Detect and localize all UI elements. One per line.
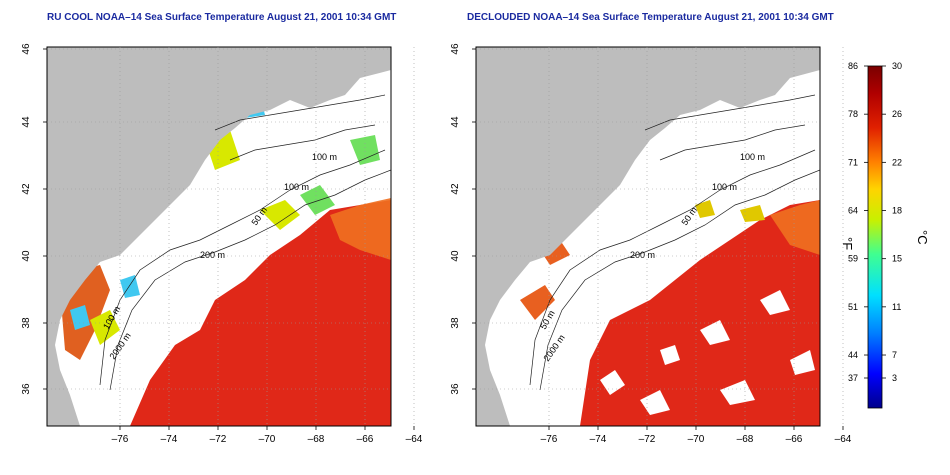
fahrenheit-tick-label: 37 [848, 373, 858, 383]
fahrenheit-tick-label: 86 [848, 61, 858, 71]
celsius-tick-label: 26 [892, 109, 902, 119]
contour-label: 100 m [740, 152, 765, 162]
x-tick-label: –76 [541, 434, 558, 445]
fahrenheit-tick-label: 59 [848, 254, 858, 264]
x-tick-label: –66 [786, 434, 803, 445]
y-tick-label: 42 [21, 183, 32, 195]
y-tick-label: 38 [21, 317, 32, 329]
x-tick-label: –74 [590, 434, 607, 445]
contour-label: 100 m [284, 182, 309, 192]
fahrenheit-tick-label: 64 [848, 206, 858, 216]
right-sst-map [476, 47, 820, 426]
warm-sst-region [580, 200, 820, 426]
warm-sst-region-orange [770, 200, 820, 255]
bathymetry-contours [529, 94, 820, 391]
fahrenheit-tick-label: 44 [848, 350, 858, 360]
x-tick-label: –68 [737, 434, 754, 445]
x-tick-label: –70 [688, 434, 705, 445]
x-tick-label: –72 [210, 434, 227, 445]
x-tick-label: –72 [639, 434, 656, 445]
x-tick-label: –76 [112, 434, 129, 445]
left-panel-title: RU COOL NOAA–14 Sea Surface Temperature … [47, 12, 397, 23]
right-panel-title: DECLOUDED NOAA–14 Sea Surface Temperatur… [467, 12, 834, 23]
x-tick-label: –64 [406, 434, 423, 445]
contour-label: 100 m [312, 152, 337, 162]
celsius-tick-label: 22 [892, 157, 902, 167]
left-sst-map [47, 47, 391, 426]
contour-label: 100 m [712, 182, 737, 192]
y-tick-label: 46 [21, 43, 32, 55]
bathymetry-contours [99, 94, 391, 391]
y-tick-label: 36 [21, 383, 32, 395]
x-tick-label: –74 [161, 434, 178, 445]
celsius-axis-label: °C [915, 230, 930, 245]
coastal-sst-yellow [695, 200, 765, 222]
y-tick-label: 46 [450, 43, 461, 55]
y-tick-label: 40 [450, 250, 461, 262]
land-mass [47, 47, 391, 426]
contour-label: 200 m [200, 250, 225, 260]
y-tick-label: 44 [21, 116, 32, 128]
celsius-tick-label: 7 [892, 350, 897, 360]
celsius-tick-label: 3 [892, 373, 897, 383]
fahrenheit-tick-label: 51 [848, 302, 858, 312]
y-tick-label: 42 [450, 183, 461, 195]
x-tick-label: –66 [357, 434, 374, 445]
contour-label: 200 m [630, 250, 655, 260]
x-tick-label: –64 [835, 434, 852, 445]
colorbar-ticks: 86 30 78 26 71 22 64 18 59 15 51 11 44 7 37 3 [848, 61, 902, 383]
warm-sst-region [130, 200, 391, 426]
fahrenheit-tick-label: 71 [848, 157, 858, 167]
colorbar [867, 65, 883, 409]
land-mass [476, 47, 820, 426]
y-tick-label: 40 [21, 250, 32, 262]
right-plot-frame [475, 46, 821, 427]
x-tick-label: –68 [308, 434, 325, 445]
celsius-tick-label: 18 [892, 206, 902, 216]
fahrenheit-axis-label: °F [840, 237, 855, 250]
celsius-tick-label: 30 [892, 61, 902, 71]
axes-layer: –76 –74 –72 –70 –68 –66 –64 36 38 40 42 44 46 –76 –74 –… [21, 43, 852, 445]
celsius-tick-label: 15 [892, 254, 902, 264]
coastal-sst-patches [520, 240, 570, 320]
celsius-tick-label: 11 [892, 302, 901, 312]
y-tick-label: 38 [450, 317, 461, 329]
y-tick-label: 44 [450, 116, 461, 128]
warm-sst-region-orange [330, 198, 391, 260]
x-tick-label: –70 [259, 434, 276, 445]
y-tick-label: 36 [450, 383, 461, 395]
fahrenheit-tick-label: 78 [848, 109, 858, 119]
left-plot-frame [46, 46, 392, 427]
